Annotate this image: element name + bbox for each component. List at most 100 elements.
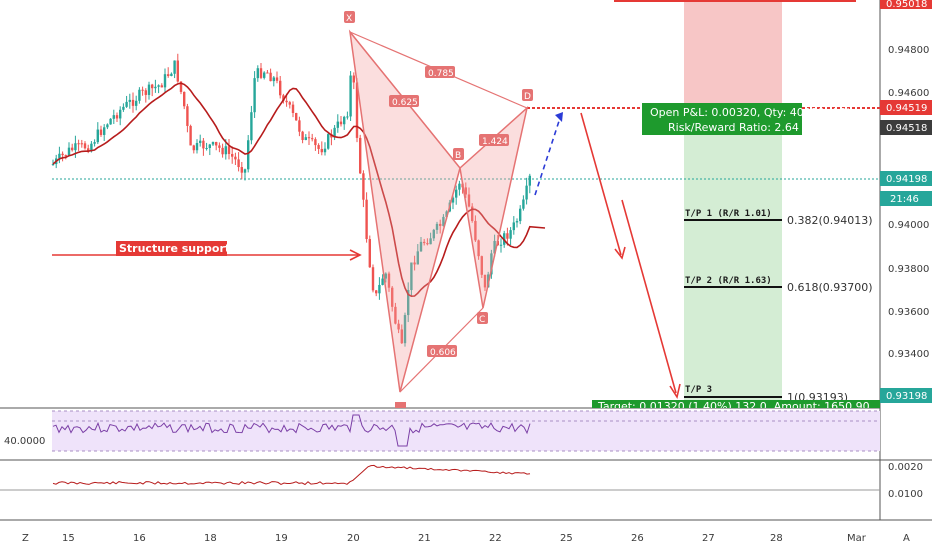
candle-body — [483, 274, 487, 288]
candle-body — [234, 156, 237, 160]
timezone-button[interactable]: Z — [22, 533, 29, 544]
svg-text:X: X — [346, 14, 352, 24]
candle-body — [87, 148, 90, 152]
moving-average — [52, 82, 546, 298]
candle-body — [237, 159, 240, 168]
candle-body — [320, 148, 323, 153]
candle-body — [144, 90, 147, 95]
candle-body — [247, 140, 250, 170]
candle-body — [349, 75, 352, 117]
candle-body — [227, 146, 231, 154]
candle-body — [327, 134, 330, 149]
candle-body — [336, 121, 339, 128]
rsi-label: 40.0000 — [0, 433, 47, 448]
candle-body — [394, 306, 397, 324]
svg-text:15: 15 — [62, 533, 75, 544]
take-profit-1: T/P 1 (R/R 1.01) 0.382(0.94013) — [684, 209, 873, 227]
candle-body — [506, 233, 509, 239]
svg-text:Mar: Mar — [847, 533, 867, 544]
candle-body — [112, 115, 115, 119]
candle-body — [256, 68, 259, 79]
candle-body — [426, 243, 429, 245]
svg-text:0.94800: 0.94800 — [888, 45, 929, 56]
candle-body — [266, 72, 269, 74]
candle-body — [355, 82, 359, 138]
candle-body — [359, 137, 362, 174]
take-profit-2: T/P 2 (R/R 1.63) 0.618(0.93700) — [684, 276, 873, 294]
candle-body — [275, 77, 279, 81]
candle-body — [272, 77, 275, 82]
svg-text:B: B — [455, 151, 461, 161]
candle-body — [131, 99, 135, 106]
candle-body — [147, 84, 151, 95]
projection-up-arrow — [534, 112, 563, 196]
candle-body — [413, 262, 416, 265]
y-axis-ticks: 0.94800 0.94600 0.94000 0.93800 0.93600 … — [888, 45, 929, 360]
candle-body — [90, 143, 93, 152]
svg-text:Structure support: Structure support — [119, 242, 230, 255]
rsi-line — [52, 414, 531, 447]
candle-body — [298, 120, 301, 132]
candle-body — [122, 106, 125, 110]
candle-body — [435, 223, 439, 230]
candle-body — [378, 284, 381, 294]
candle-body — [314, 139, 317, 146]
candle-body — [109, 118, 112, 125]
candle-body — [365, 199, 368, 240]
candle-body — [167, 74, 170, 76]
ma-line — [52, 82, 546, 298]
svg-text:D: D — [524, 92, 531, 102]
candle-body — [384, 273, 387, 279]
candle-body — [58, 153, 61, 159]
svg-text:0.382(0.94013): 0.382(0.94013) — [787, 214, 873, 227]
candle-body — [525, 185, 528, 200]
candle-body — [80, 143, 83, 145]
svg-text:1.424: 1.424 — [482, 137, 508, 147]
candle-body — [493, 240, 496, 254]
price-axis[interactable] — [880, 0, 932, 520]
candle-body — [352, 75, 355, 83]
pattern-label-x: X — [344, 11, 355, 24]
candle-body — [64, 155, 67, 157]
candle-body — [381, 278, 384, 285]
price-label-last: 0.94198 — [880, 171, 932, 186]
candle-body — [343, 116, 346, 125]
candle-body — [490, 253, 493, 275]
candle-body — [288, 102, 291, 105]
candle-body — [83, 143, 87, 149]
candle-body — [317, 145, 320, 149]
candle-body — [304, 137, 307, 141]
rsi-band — [52, 411, 880, 451]
candle-body — [231, 153, 234, 157]
candle-body — [205, 148, 208, 150]
candle-body — [323, 148, 327, 153]
svg-text:T/P 2 (R/R 1.63): T/P 2 (R/R 1.63) — [685, 276, 772, 286]
candle-body — [471, 206, 474, 221]
candle-body — [218, 145, 221, 148]
candle-body — [432, 229, 435, 239]
candle-body — [509, 230, 512, 239]
auto-scale-button[interactable]: A — [903, 533, 910, 544]
candle-body — [301, 131, 304, 141]
candle-body — [464, 187, 467, 195]
svg-text:21:46: 21:46 — [890, 194, 919, 205]
candle-body — [512, 222, 515, 231]
candle-body — [333, 127, 336, 138]
candle-body — [291, 104, 295, 114]
svg-text:0.625: 0.625 — [392, 98, 418, 108]
pattern-label-c: C — [477, 312, 488, 325]
candle-body — [416, 251, 419, 265]
candle-body — [199, 140, 202, 143]
candle-body — [311, 138, 314, 140]
candle-body — [368, 239, 371, 268]
svg-text:0.94000: 0.94000 — [888, 220, 929, 231]
candle-body — [135, 100, 138, 106]
candle-body — [224, 146, 227, 155]
svg-text:Target: 0.01320 (1.40%) 132.0,: Target: 0.01320 (1.40%) 132.0, Amount: 1… — [597, 400, 870, 413]
projection-down-arrow-1 — [580, 112, 626, 260]
candle-body — [195, 142, 199, 151]
svg-text:0.785: 0.785 — [428, 69, 454, 79]
candle-body — [371, 267, 375, 291]
candle-body — [400, 329, 403, 344]
